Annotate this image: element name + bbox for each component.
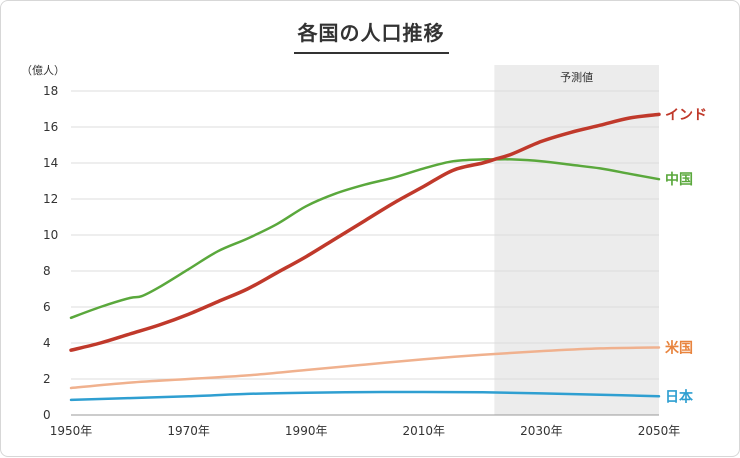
y-tick-label: 14	[43, 156, 58, 170]
x-tick-label: 2030年	[520, 424, 563, 438]
x-tick-label: 1950年	[50, 424, 93, 438]
y-tick-label: 10	[43, 228, 58, 242]
series-line	[69, 390, 661, 402]
y-tick-label: 12	[43, 192, 58, 206]
series-line	[69, 346, 661, 390]
y-tick-label: 18	[43, 84, 58, 98]
y-axis-unit: （億人）	[21, 64, 65, 77]
series-label: 中国	[665, 171, 693, 188]
series-label: 日本	[665, 388, 694, 405]
forecast-region	[494, 65, 659, 415]
x-tick-label: 1970年	[167, 424, 210, 438]
y-tick-label: 0	[43, 408, 51, 422]
y-tick-label: 16	[43, 120, 58, 134]
y-tick-label: 6	[43, 300, 51, 314]
series-label: 米国	[665, 340, 693, 357]
y-tick-label: 8	[43, 264, 51, 278]
x-tick-label: 2010年	[403, 424, 446, 438]
series-line	[69, 112, 661, 352]
chart-title: 各国の人口推移	[293, 17, 449, 54]
series-line	[69, 158, 661, 320]
x-tick-label: 1990年	[285, 424, 328, 438]
series-label: インド	[665, 107, 707, 123]
y-tick-label: 2	[43, 372, 51, 386]
y-tick-label: 4	[43, 336, 51, 350]
forecast-label: 予測値	[560, 70, 593, 84]
x-tick-label: 2050年	[638, 424, 681, 438]
